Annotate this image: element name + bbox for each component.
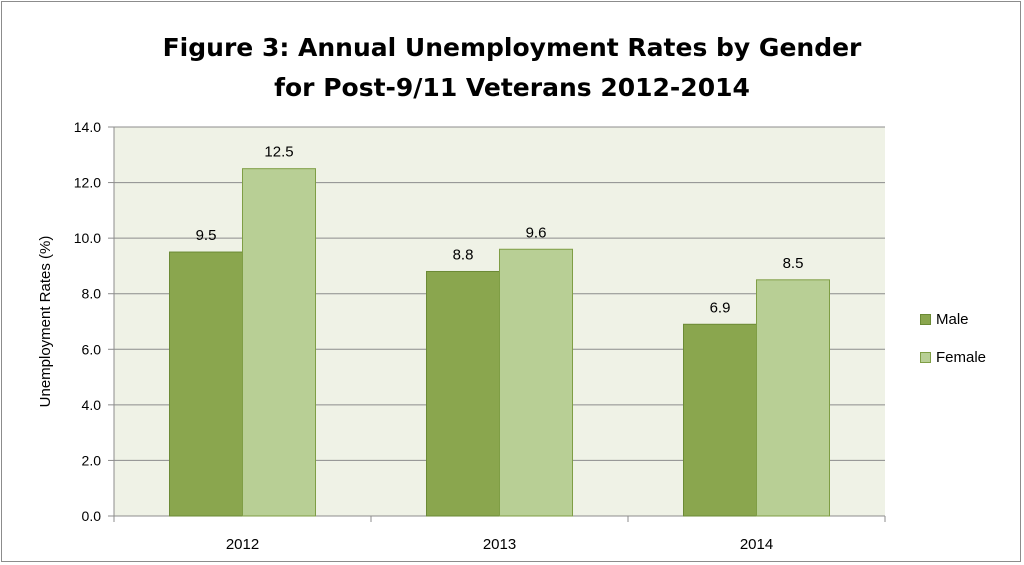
chart-title-line-2: for Post-9/11 Veterans 2012-2014 (274, 73, 750, 102)
bar-female-2013 (499, 248, 573, 517)
x-tick-label: 2013 (483, 536, 516, 553)
bar-female-2012 (242, 168, 316, 517)
chart-legend: Male Female (920, 300, 1020, 376)
bar-male-2013 (426, 270, 500, 517)
bar-male-2012 (169, 251, 243, 517)
chart-title: Figure 3: Annual Unemployment Rates by G… (2, 28, 1022, 108)
y-tick-label: 12.0 (74, 175, 101, 191)
legend-swatch-male (920, 313, 931, 325)
legend-item-male: Male (920, 300, 1020, 338)
x-tick-label: 2014 (740, 536, 773, 553)
chart-title-line-1: Figure 3: Annual Unemployment Rates by G… (162, 33, 862, 62)
y-tick-label: 6.0 (82, 341, 102, 357)
y-tick-label: 8.0 (82, 286, 102, 302)
legend-label-male: Male (936, 310, 969, 328)
y-axis-label: Unemployment Rates (%) (37, 236, 54, 408)
y-tick-label: 14.0 (74, 119, 101, 135)
y-tick-label: 10.0 (74, 230, 101, 246)
data-label-male-2013: 8.8 (453, 246, 474, 263)
data-label-male-2012: 9.5 (196, 227, 217, 244)
bar-female-2014 (756, 279, 830, 517)
data-label-female-2013: 9.6 (526, 224, 547, 241)
data-label-male-2014: 6.9 (710, 299, 731, 316)
y-tick-label: 0.0 (82, 508, 102, 524)
data-label-female-2014: 8.5 (783, 255, 804, 272)
x-tick-label: 2012 (226, 536, 259, 553)
bar-male-2014 (683, 323, 757, 517)
y-tick-label: 4.0 (82, 397, 102, 413)
legend-label-female: Female (936, 348, 987, 366)
legend-item-female: Female (920, 338, 1020, 376)
y-tick-label: 2.0 (82, 452, 102, 468)
legend-swatch-female (920, 351, 931, 363)
data-label-female-2012: 12.5 (264, 144, 293, 161)
